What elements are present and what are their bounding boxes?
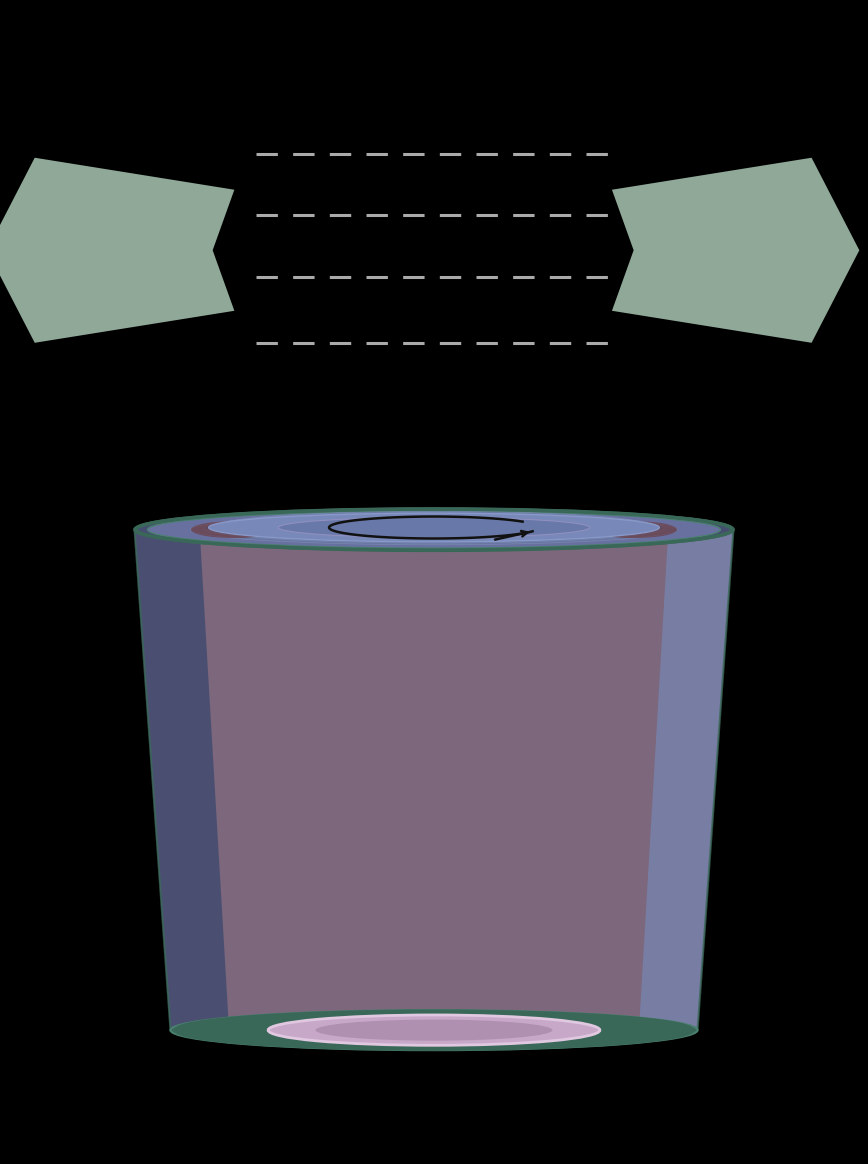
Polygon shape [135, 530, 733, 1030]
Ellipse shape [170, 1010, 698, 1050]
Ellipse shape [135, 509, 733, 551]
Ellipse shape [216, 511, 652, 541]
Ellipse shape [148, 511, 720, 548]
Polygon shape [612, 157, 859, 342]
Ellipse shape [279, 517, 589, 538]
Ellipse shape [316, 1020, 552, 1041]
Polygon shape [135, 530, 229, 1030]
Ellipse shape [203, 513, 665, 544]
Polygon shape [639, 530, 733, 1030]
Polygon shape [0, 157, 234, 342]
Ellipse shape [191, 521, 278, 538]
Ellipse shape [191, 514, 677, 545]
Polygon shape [135, 530, 171, 1030]
Ellipse shape [268, 1015, 600, 1045]
Ellipse shape [590, 521, 677, 538]
Ellipse shape [208, 513, 660, 542]
